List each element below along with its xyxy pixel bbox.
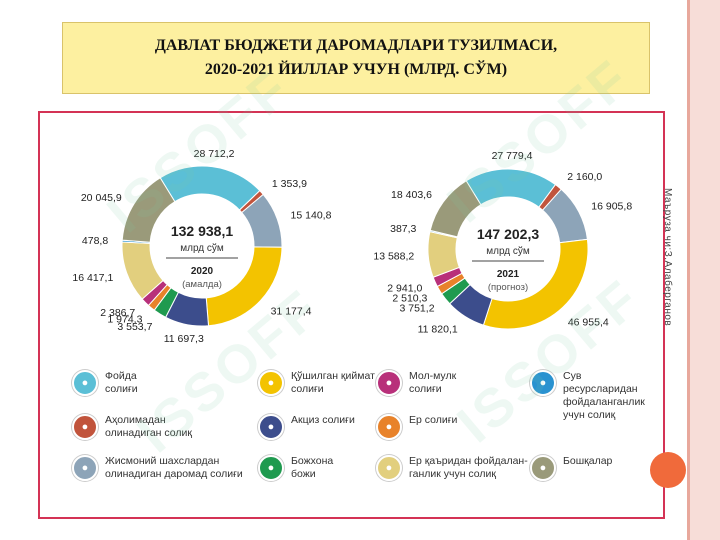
- land-tax-icon: ●: [376, 414, 402, 440]
- profit-tax-icon: ●: [72, 370, 98, 396]
- legend-label: Сув ресурсларидан фойдаланганлик учун со…: [563, 370, 645, 421]
- page-title: ДАВЛАТ БЮДЖЕТИ ДАРОМАДЛАРИ ТУЗИЛМАСИ, 20…: [154, 37, 558, 78]
- legend-item: ● Мол-мулк солиғи: [376, 370, 456, 396]
- excise-tax-icon: ●: [258, 414, 284, 440]
- slice-label: 1 974,3: [107, 314, 142, 326]
- population-tax-icon: ●: [72, 414, 98, 440]
- slice-label: 31 177,4: [271, 305, 312, 317]
- center-total: 147 202,3: [477, 226, 539, 242]
- right-decor-band: [690, 0, 720, 540]
- slice-label: 1 353,9: [272, 178, 307, 190]
- slice-label: 27 779,4: [492, 150, 533, 162]
- legend-item: ● Ер солиғи: [376, 414, 457, 440]
- slice-label: 3 751,2: [400, 303, 435, 315]
- center-note: (амалда): [182, 279, 222, 290]
- slice-label: 2 160,0: [567, 171, 602, 183]
- slice-label: 2 386,7: [100, 307, 135, 319]
- legend-label: Жисмоний шахслардан олинадиган даромад с…: [105, 455, 243, 480]
- donut-slice: [429, 180, 482, 238]
- slice-label: 387,3: [390, 223, 416, 235]
- slice-label: 28 712,2: [194, 148, 235, 160]
- center-total: 132 938,1: [171, 223, 233, 239]
- water-tax-icon: ●: [530, 370, 556, 396]
- donut-slice: [465, 168, 557, 208]
- legend-item: ● Ер қаъридан фойдалан- ганлик учун солиқ: [376, 455, 528, 481]
- legend-label: Божхона божи: [291, 455, 334, 480]
- legend-label: Акциз солиғи: [291, 414, 355, 426]
- donut-charts: 28 712,2 1 353,9 15 140,8 31 177,4 11 697,3 3…: [72, 148, 632, 345]
- slice-label: 18 403,6: [391, 189, 432, 201]
- legend-item: ● Қўшилган қиймат солиғи: [258, 370, 375, 396]
- legend-label: Аҳолимадан олинадиган солиқ: [105, 414, 192, 439]
- page-number-dot: [650, 452, 686, 488]
- slice-label: 2 510,3: [392, 292, 427, 304]
- legend-label: Мол-мулк солиғи: [409, 370, 457, 395]
- legend-label: Қўшилган қиймат солиғи: [291, 370, 375, 395]
- vat-icon: ●: [258, 370, 284, 396]
- center-note: (прогноз): [488, 282, 528, 293]
- legend-item: ● Божхона божи: [258, 455, 333, 481]
- slice-label: 13 588,2: [373, 251, 414, 263]
- slice-label: 46 955,4: [568, 317, 609, 329]
- center-unit: млрд сўм: [486, 245, 530, 257]
- speaker-credit: Маъруза чи:З.Алаберганов: [662, 188, 673, 327]
- others-icon: ●: [530, 455, 556, 481]
- slice-label: 478,8: [82, 235, 108, 247]
- center-year: 2020: [191, 266, 214, 277]
- center-year: 2021: [497, 269, 520, 280]
- legend-label: Ер қаъридан фойдалан- ганлик учун солиқ: [409, 455, 528, 480]
- slice-label: 2 941,0: [387, 283, 422, 295]
- legend-label: Фойда солиғи: [105, 370, 138, 395]
- legend-item: ● Жисмоний шахслардан олинадиган даромад …: [72, 455, 243, 481]
- chart-panel: [38, 111, 665, 519]
- legend-item: ● Аҳолимадан олинадиган солиқ: [72, 414, 192, 440]
- customs-icon: ●: [258, 455, 284, 481]
- slice-label: 11 697,3: [164, 333, 204, 345]
- legend-item: ● Бошқалар: [530, 455, 612, 481]
- legend-label: Ер солиғи: [409, 414, 458, 426]
- legend-item: ● Акциз солиғи: [258, 414, 355, 440]
- slice-label: 20 045,9: [81, 192, 122, 204]
- slice-label: 3 553,7: [117, 321, 152, 333]
- right-decor-line: [687, 0, 690, 540]
- subsoil-tax-icon: ●: [376, 455, 402, 481]
- slice-label: 11 820,1: [418, 323, 458, 335]
- slice-label: 16 417,1: [72, 272, 113, 284]
- title-box: ДАВЛАТ БЮДЖЕТИ ДАРОМАДЛАРИ ТУЗИЛМАСИ, 20…: [62, 22, 650, 94]
- income-tax-icon: ●: [72, 455, 98, 481]
- legend-item: ● Фойда солиғи: [72, 370, 138, 396]
- slice-label: 15 140,8: [291, 209, 332, 221]
- donut-slice: [159, 165, 261, 211]
- donut-slice: [121, 177, 176, 243]
- legend-label: Бошқалар: [563, 455, 613, 467]
- legend-item: ● Сув ресурсларидан фойдаланганлик учун с…: [530, 370, 645, 422]
- property-tax-icon: ●: [376, 370, 402, 396]
- slice-label: 16 905,8: [591, 200, 632, 212]
- center-unit: млрд сўм: [180, 242, 224, 254]
